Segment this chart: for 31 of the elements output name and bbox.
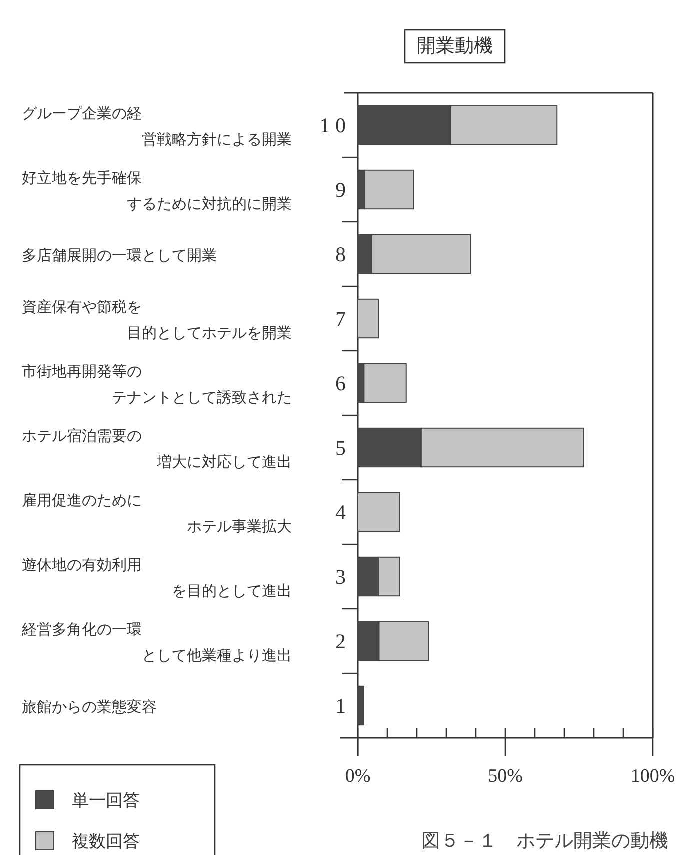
annotation: 市街地再開発等のテナントとして誘致された: [22, 364, 292, 406]
y-tick-label: 1: [336, 694, 346, 718]
title: 開業動機: [404, 29, 506, 64]
y-tick-label: 2: [336, 629, 346, 654]
annotation: 多店舗展開の一環として開業: [22, 248, 217, 264]
caption: 図５－１ ホテル開業の動機: [422, 831, 668, 852]
x-tick-label: 0%: [345, 766, 371, 787]
y-tick-label: 7: [336, 306, 346, 331]
annotation: 雇用促進のためにホテル事業拡大: [22, 493, 292, 536]
y-tick-label: 3: [336, 564, 346, 589]
bar: [358, 686, 364, 726]
bar: [358, 492, 400, 532]
annotation: グループ企業の経営戦略方針による開業: [22, 106, 292, 148]
y-tick-label: 5: [336, 436, 346, 460]
annotation: 資産保有や節税を目的としてホテルを開業: [22, 300, 292, 342]
annotation: 経営多角化の一環として他業種より進出: [22, 622, 292, 664]
annotation: 遊休地の有効利用を目的として進出: [22, 558, 292, 600]
chart-title: 開業動機: [417, 36, 493, 57]
x-tick-label: 100%: [630, 766, 676, 787]
annotation: ホテル宿泊需要の増大に対応して進出: [22, 428, 292, 471]
legend-label: 単一回答: [72, 791, 140, 810]
x-tick-label: 50%: [488, 766, 524, 787]
y-tick-label: 1 0: [320, 113, 346, 138]
annotation: 旅館からの業態変容: [22, 700, 157, 716]
y-tick-label: 6: [336, 371, 346, 396]
annotation: 好立地を先手確保するために対抗的に開業: [22, 170, 292, 213]
y-tick-label: 4: [336, 500, 346, 524]
bar: [358, 298, 380, 339]
y-tick-label: 8: [336, 242, 346, 266]
y-tick-label: 9: [336, 178, 346, 202]
legend-label: 複数回答: [72, 832, 140, 851]
